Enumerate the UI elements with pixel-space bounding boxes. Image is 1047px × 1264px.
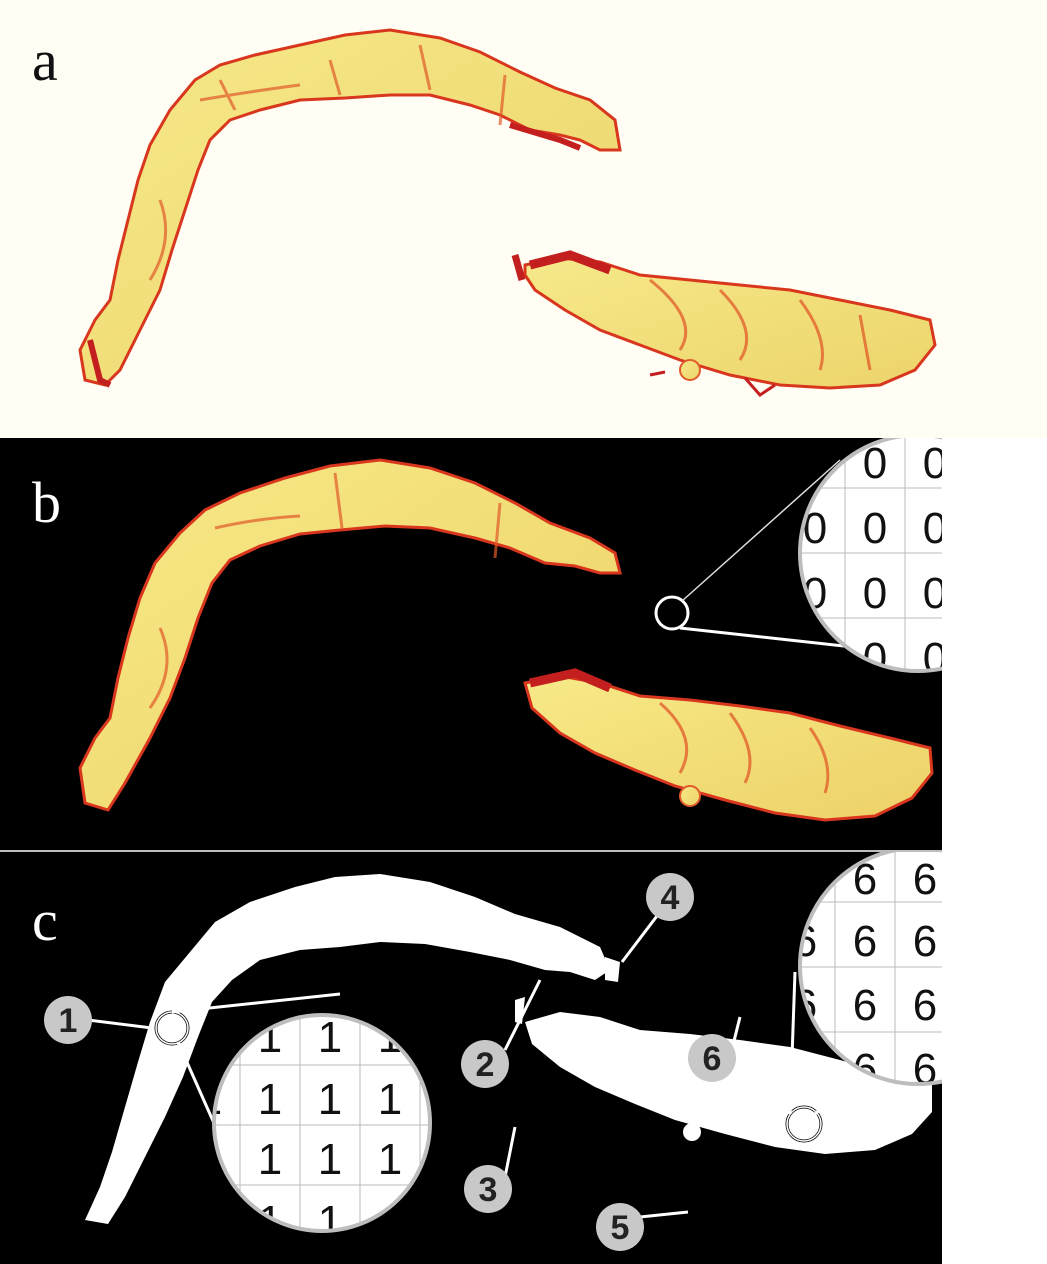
tissue-strip-lower <box>523 674 934 822</box>
zoom-c-right-digit-r1-c1: 6 <box>853 917 877 966</box>
region-badge-label-1: 1 <box>59 1002 78 1040</box>
zoom-b-digit-r1-c1: 0 <box>863 504 887 553</box>
zoom-b-digit-r0-c2: 0 <box>923 439 942 488</box>
zoom-c-right-digit-r2-c1: 6 <box>853 981 877 1030</box>
region-badge-5 <box>596 1203 644 1251</box>
zoom-c-right-digit-r3-c2: 6 <box>913 1045 937 1094</box>
zoom-c-left-digit-r1-c2: 1 <box>318 1075 342 1124</box>
zoom-c-left-digit-r3-c4: 1 <box>428 1197 452 1246</box>
zoom-c-left-digit-r2-c4: 1 <box>428 1135 452 1184</box>
badge-leaders <box>87 911 742 1219</box>
zoom-c-left-digit-r1-c1: 1 <box>258 1075 282 1124</box>
zoom-c-right-digit-r0-c0: 6 <box>793 855 817 904</box>
region-badge-4 <box>646 873 694 921</box>
region-badge-label-6: 6 <box>703 1040 722 1078</box>
zoom-c-left-digit-r2-c3: 1 <box>378 1135 402 1184</box>
panel-label-a: a <box>32 28 58 93</box>
zoom-c-right-digit-r2-c2: 6 <box>913 981 937 1030</box>
region-badge-3 <box>464 1165 512 1213</box>
region-badge-1 <box>44 996 92 1044</box>
region-badge-2 <box>461 1040 509 1088</box>
region-badge-label-4: 4 <box>661 879 680 917</box>
region-badge-label-3: 3 <box>479 1171 498 1209</box>
zoom-circle-c-right: 66666666666666666666 <box>793 852 942 1094</box>
panel-b-segmented-tissue: 00000000000000000000 b <box>0 438 942 850</box>
zoom-c-left-digit-r2-c1: 1 <box>258 1135 282 1184</box>
tissue-strip-upper <box>78 458 622 812</box>
zoom-b-digit-r3-c2: 0 <box>923 634 942 683</box>
region-badge-label-2: 2 <box>476 1046 495 1084</box>
panel-b-tissue-image: 00000000000000000000 <box>78 438 942 822</box>
panel-a-tissue-image <box>78 28 937 397</box>
zoom-b-digit-r1-c2: 0 <box>923 504 942 553</box>
panel-divider <box>0 850 942 852</box>
zoom-c-left-digit-r0-c1: 1 <box>258 1013 282 1062</box>
panel-a-stained-tissue: a <box>0 0 1047 438</box>
zoom-b-digit-r2-c2: 0 <box>923 569 942 618</box>
zoom-c-right-digit-r0-c2: 6 <box>913 855 937 904</box>
zoom-c-left-digit-r1-c3: 1 <box>378 1075 402 1124</box>
zoom-b-digit-r2-c1: 0 <box>863 569 887 618</box>
region-badge-label-5: 5 <box>611 1209 630 1247</box>
zoom-c-left-digit-r0-c4: 1 <box>428 1013 452 1062</box>
panel-label-c: c <box>32 888 58 953</box>
zoom-c-left-digit-r0-c2: 1 <box>318 1013 342 1062</box>
zoom-c-left-digit-r2-c2: 1 <box>318 1135 342 1184</box>
zoom-c-left-digit-r3-c2: 1 <box>318 1197 342 1246</box>
mask-region-upper <box>85 874 610 1224</box>
tissue-strip-upper <box>78 28 622 387</box>
zoom-circle-c-left: 1 1 1 1 11 1 1 1 11 1 1 1 11 1 1 1 1 <box>198 1013 452 1246</box>
mask-region-lower <box>525 1012 932 1154</box>
zoom-circle-b: 00000000000000000000 <box>800 438 942 683</box>
zoom-c-right-digit-r1-c0: 6 <box>793 917 817 966</box>
panel-label-b: b <box>32 470 61 535</box>
zoom-c-right-digit-r1-c2: 6 <box>913 917 937 966</box>
tissue-strip-lower <box>523 256 937 390</box>
zoom-c-left-digit-r3-c0: 1 <box>198 1197 222 1246</box>
region-badge-6 <box>688 1034 736 1082</box>
right-margin <box>942 438 1047 1264</box>
